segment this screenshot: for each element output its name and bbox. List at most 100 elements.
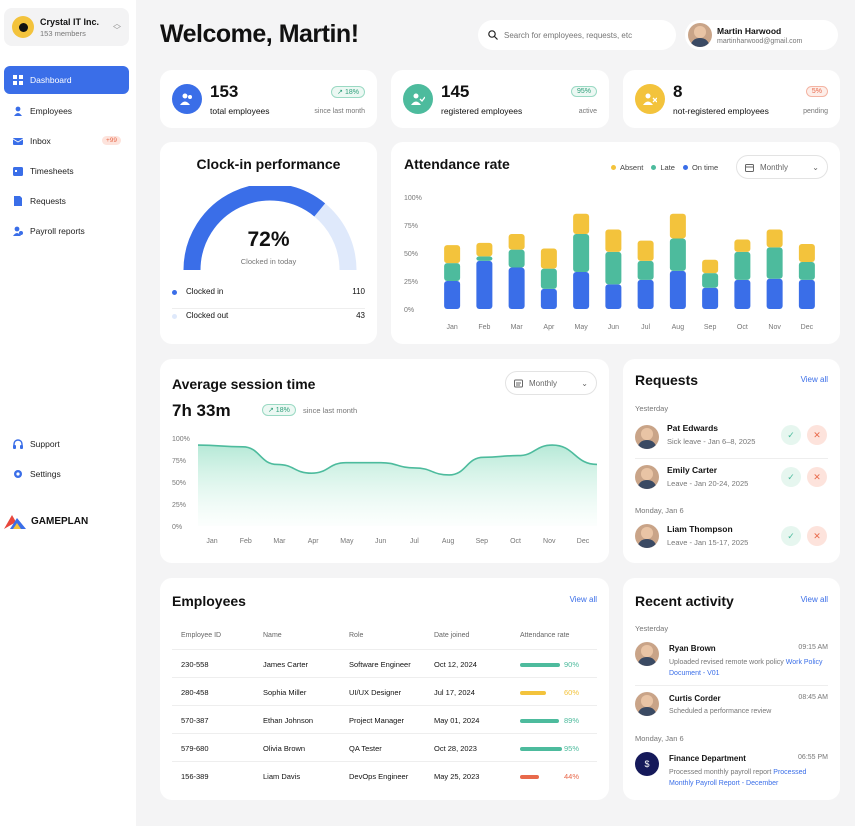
sidebar-item-timesheets[interactable]: Timesheets	[4, 157, 129, 185]
column-header: Date joined	[434, 632, 470, 639]
stat-value: 8	[673, 82, 683, 101]
stat-label: total employees	[210, 106, 270, 116]
sidebar-item-label: Requests	[30, 196, 66, 206]
activity-item: Curtis Corder 08:45 AM Scheduled a perfo…	[635, 690, 828, 726]
group-label: Monday, Jan 6	[635, 506, 684, 515]
table-row[interactable]: 280-458 Sophia Miller UI/UX Designer Jul 17…	[172, 678, 597, 706]
sidebar-item-dashboard[interactable]: Dashboard	[4, 66, 129, 94]
column-header: Employee ID	[181, 632, 222, 639]
bar-on-time	[702, 287, 719, 309]
reject-button[interactable]: ✕	[807, 526, 827, 546]
activity-text: Processed monthly payroll report Process…	[669, 767, 828, 789]
card-title: Average session time	[172, 376, 316, 392]
stat-change-badge: 95%	[570, 86, 597, 97]
table-cell-role: Software Engineer	[349, 660, 411, 669]
approve-button[interactable]: ✓	[781, 425, 801, 445]
activity-text: Uploaded revised remote work policy Work…	[669, 657, 828, 679]
recent-activity-card: Recent activity View all Yesterday Ryan …	[623, 578, 840, 800]
bar-on-time	[669, 270, 686, 309]
grid-icon	[13, 75, 23, 85]
inbox-count-badge: +99	[101, 136, 121, 145]
attendance-rate-value: 60%	[564, 688, 580, 697]
sidebar-item-requests[interactable]: Requests	[4, 187, 129, 215]
reject-button[interactable]: ✕	[807, 425, 827, 445]
y-tick-label: 0%	[404, 307, 414, 314]
team-icon	[172, 84, 202, 114]
card-title: Clock-in performance	[196, 156, 341, 172]
y-tick-label: 0%	[172, 524, 182, 531]
attendance-rate-value: 90%	[564, 660, 580, 669]
bar-late	[798, 261, 815, 280]
document-icon	[514, 379, 523, 387]
period-dropdown[interactable]: Monthly ⌄	[505, 371, 597, 395]
table-cell-role: Project Manager	[349, 716, 405, 725]
x-tick-label: Feb	[478, 324, 490, 331]
bar-late	[573, 233, 590, 273]
request-name: Pat Edwards	[667, 423, 719, 433]
user-check-icon	[403, 84, 433, 114]
group-label: Monday, Jan 6	[635, 734, 684, 743]
dot-icon	[172, 314, 177, 319]
legend-label: Late	[660, 163, 675, 172]
view-all-link[interactable]: View all	[569, 595, 597, 604]
sidebar-item-label: Support	[30, 439, 60, 449]
card-title: Employees	[172, 593, 246, 609]
user-profile[interactable]: Martin Harwood martinharwood@gmail.com	[685, 20, 838, 50]
sidebar-item-payroll-reports[interactable]: Payroll reports	[4, 217, 129, 245]
group-label: Yesterday	[635, 404, 669, 413]
y-tick-label: 75%	[172, 458, 186, 465]
session-note: since last month	[303, 406, 358, 415]
sidebar-item-support[interactable]: Support	[4, 430, 129, 458]
bar-on-time	[798, 279, 815, 309]
brand-logo: GAMEPLAN	[4, 513, 88, 529]
x-tick-label: Apr	[543, 324, 555, 331]
check-icon: ✓	[787, 471, 795, 482]
clockin-performance-card: Clock-in performance 72% Clocked in toda…	[160, 142, 377, 344]
bar-absent	[637, 240, 654, 261]
table-row[interactable]: 156-389 Liam Davis DevOps Engineer May 25, …	[172, 762, 597, 790]
table-cell-date: May 25, 2023	[434, 772, 480, 781]
table-cell-id: 579-680	[181, 744, 209, 753]
stat-note: since last month	[314, 108, 365, 115]
finance-dollar-icon: $	[635, 752, 659, 776]
bar-late	[637, 260, 654, 280]
table-cell-id: 156-389	[181, 772, 209, 781]
bar-on-time	[573, 272, 590, 309]
session-time-card: Average session time Monthly ⌄ 7h 33m ↗ …	[160, 359, 609, 563]
y-tick-label: 25%	[172, 502, 186, 509]
period-dropdown[interactable]: Monthly ⌄	[736, 155, 828, 179]
headset-icon	[13, 439, 23, 449]
search-bar[interactable]	[478, 20, 676, 50]
table-row[interactable]: 570-387 Ethan Johnson Project Manager May 0…	[172, 706, 597, 734]
bar-late	[669, 238, 686, 271]
sidebar-item-label: Dashboard	[30, 75, 72, 85]
table-row[interactable]: 579-680 Olivia Brown QA Tester Oct 28, 2023…	[172, 734, 597, 762]
sidebar-item-inbox[interactable]: Inbox +99	[4, 127, 129, 155]
table-cell-role: DevOps Engineer	[349, 772, 409, 781]
workspace-switcher[interactable]: Crystal IT Inc. 153 members ︿ ﹀	[4, 8, 129, 46]
activity-link[interactable]: Work Policy Document - V01	[669, 659, 823, 677]
view-all-link[interactable]: View all	[800, 595, 828, 604]
clockin-row: Clocked in 110	[172, 287, 365, 309]
sidebar-item-settings[interactable]: Settings	[4, 460, 129, 488]
bar-late	[702, 273, 719, 288]
view-all-link[interactable]: View all	[800, 375, 828, 384]
search-input[interactable]	[504, 30, 654, 40]
bar-on-time	[766, 278, 783, 309]
x-tick-label: Sep	[476, 538, 489, 545]
sidebar-item-employees[interactable]: Employees	[4, 97, 129, 125]
approve-button[interactable]: ✓	[781, 467, 801, 487]
close-icon: ✕	[813, 530, 821, 541]
card-title: Attendance rate	[404, 156, 510, 172]
avatar	[635, 524, 659, 548]
activity-link[interactable]: Processed Monthly Payroll Report - Decem…	[669, 769, 807, 787]
table-row[interactable]: 230-558 James Carter Software Engineer Oct …	[172, 650, 597, 678]
attendance-bar	[520, 719, 560, 723]
table-header: Employee ID Name Role Date joined Attend…	[172, 622, 597, 650]
bar-on-time	[476, 260, 493, 309]
x-tick-label: May	[340, 538, 354, 545]
reject-button[interactable]: ✕	[807, 467, 827, 487]
activity-description: Uploaded revised remote work policy	[669, 659, 786, 666]
stat-label: not-registered employees	[673, 106, 769, 116]
approve-button[interactable]: ✓	[781, 526, 801, 546]
